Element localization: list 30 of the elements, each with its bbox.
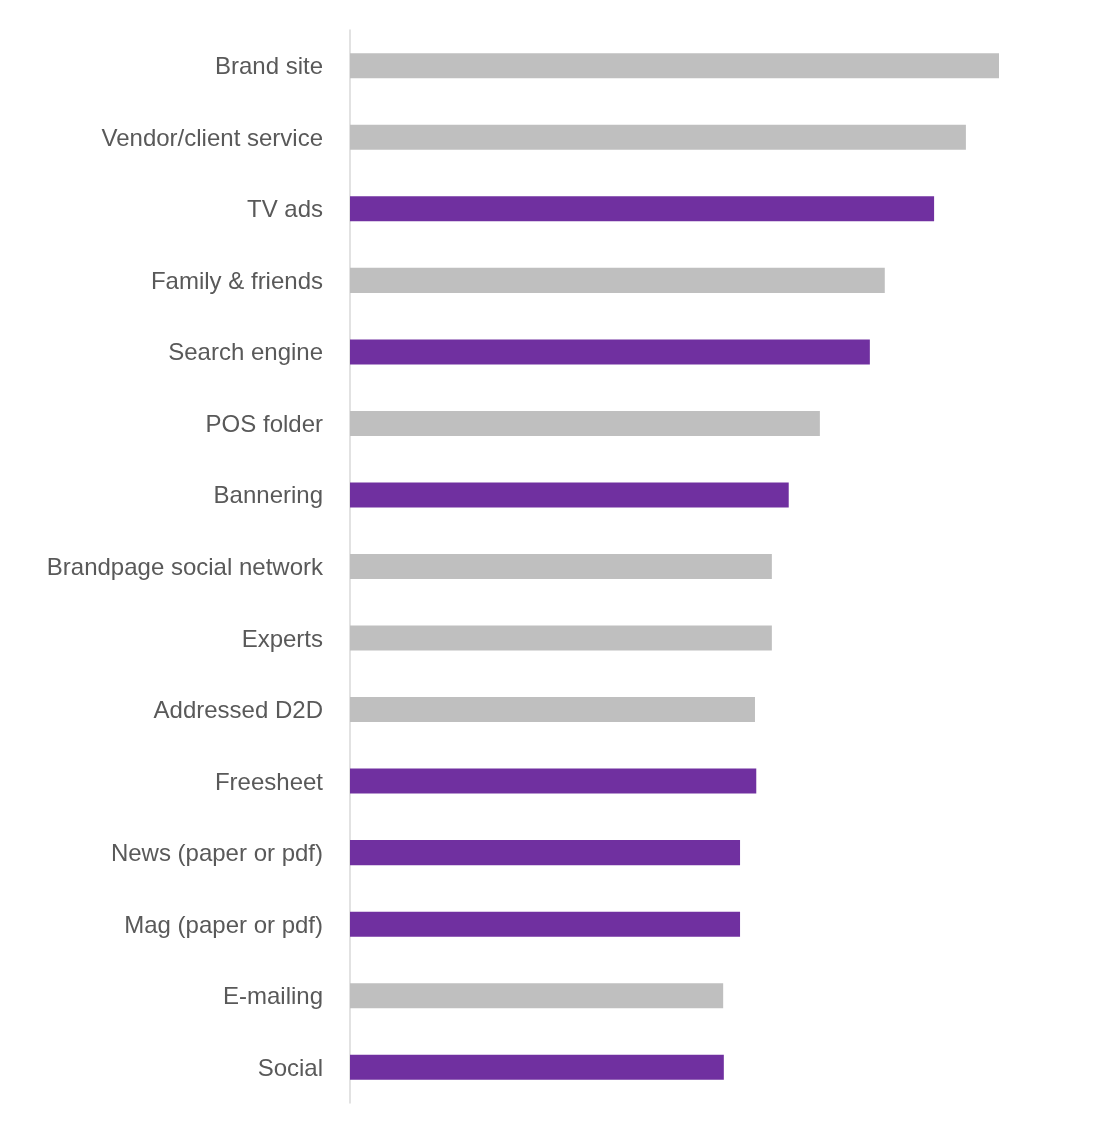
y-tick-label: POS folder: [205, 409, 323, 437]
bar: [350, 53, 999, 79]
bar: [350, 697, 755, 723]
bar: [350, 983, 724, 1009]
y-tick-label: Brand site: [214, 52, 323, 80]
y-tick-label: Experts: [241, 624, 323, 652]
bar: [350, 482, 789, 508]
bar: [350, 1054, 724, 1080]
bar: [350, 267, 885, 293]
bar: [350, 553, 772, 580]
bar: [350, 840, 741, 866]
bar: [350, 124, 966, 150]
bar: [350, 625, 772, 651]
y-tick-label: Bannering: [213, 481, 323, 509]
bar: [350, 410, 820, 436]
y-tick-label: Brandpage social network: [46, 553, 324, 580]
bar: [350, 339, 870, 365]
bar: [350, 196, 935, 222]
bar: [350, 911, 741, 937]
y-tick-label: Addressed D2D: [153, 696, 323, 724]
y-tick-label: Freesheet: [214, 767, 324, 795]
y-tick-label: Mag (paper or pdf): [124, 910, 323, 938]
y-tick-label: Social: [257, 1053, 323, 1081]
y-tick-label: Search engine: [168, 338, 323, 366]
bar: [350, 768, 757, 794]
y-tick-label: Vendor/client service: [101, 123, 323, 151]
y-tick-label: TV ads: [246, 195, 323, 223]
y-tick-label: News (paper or pdf): [110, 839, 323, 867]
y-tick-label: E-mailing: [222, 982, 323, 1010]
y-tick-label: Family & friends: [150, 266, 323, 294]
